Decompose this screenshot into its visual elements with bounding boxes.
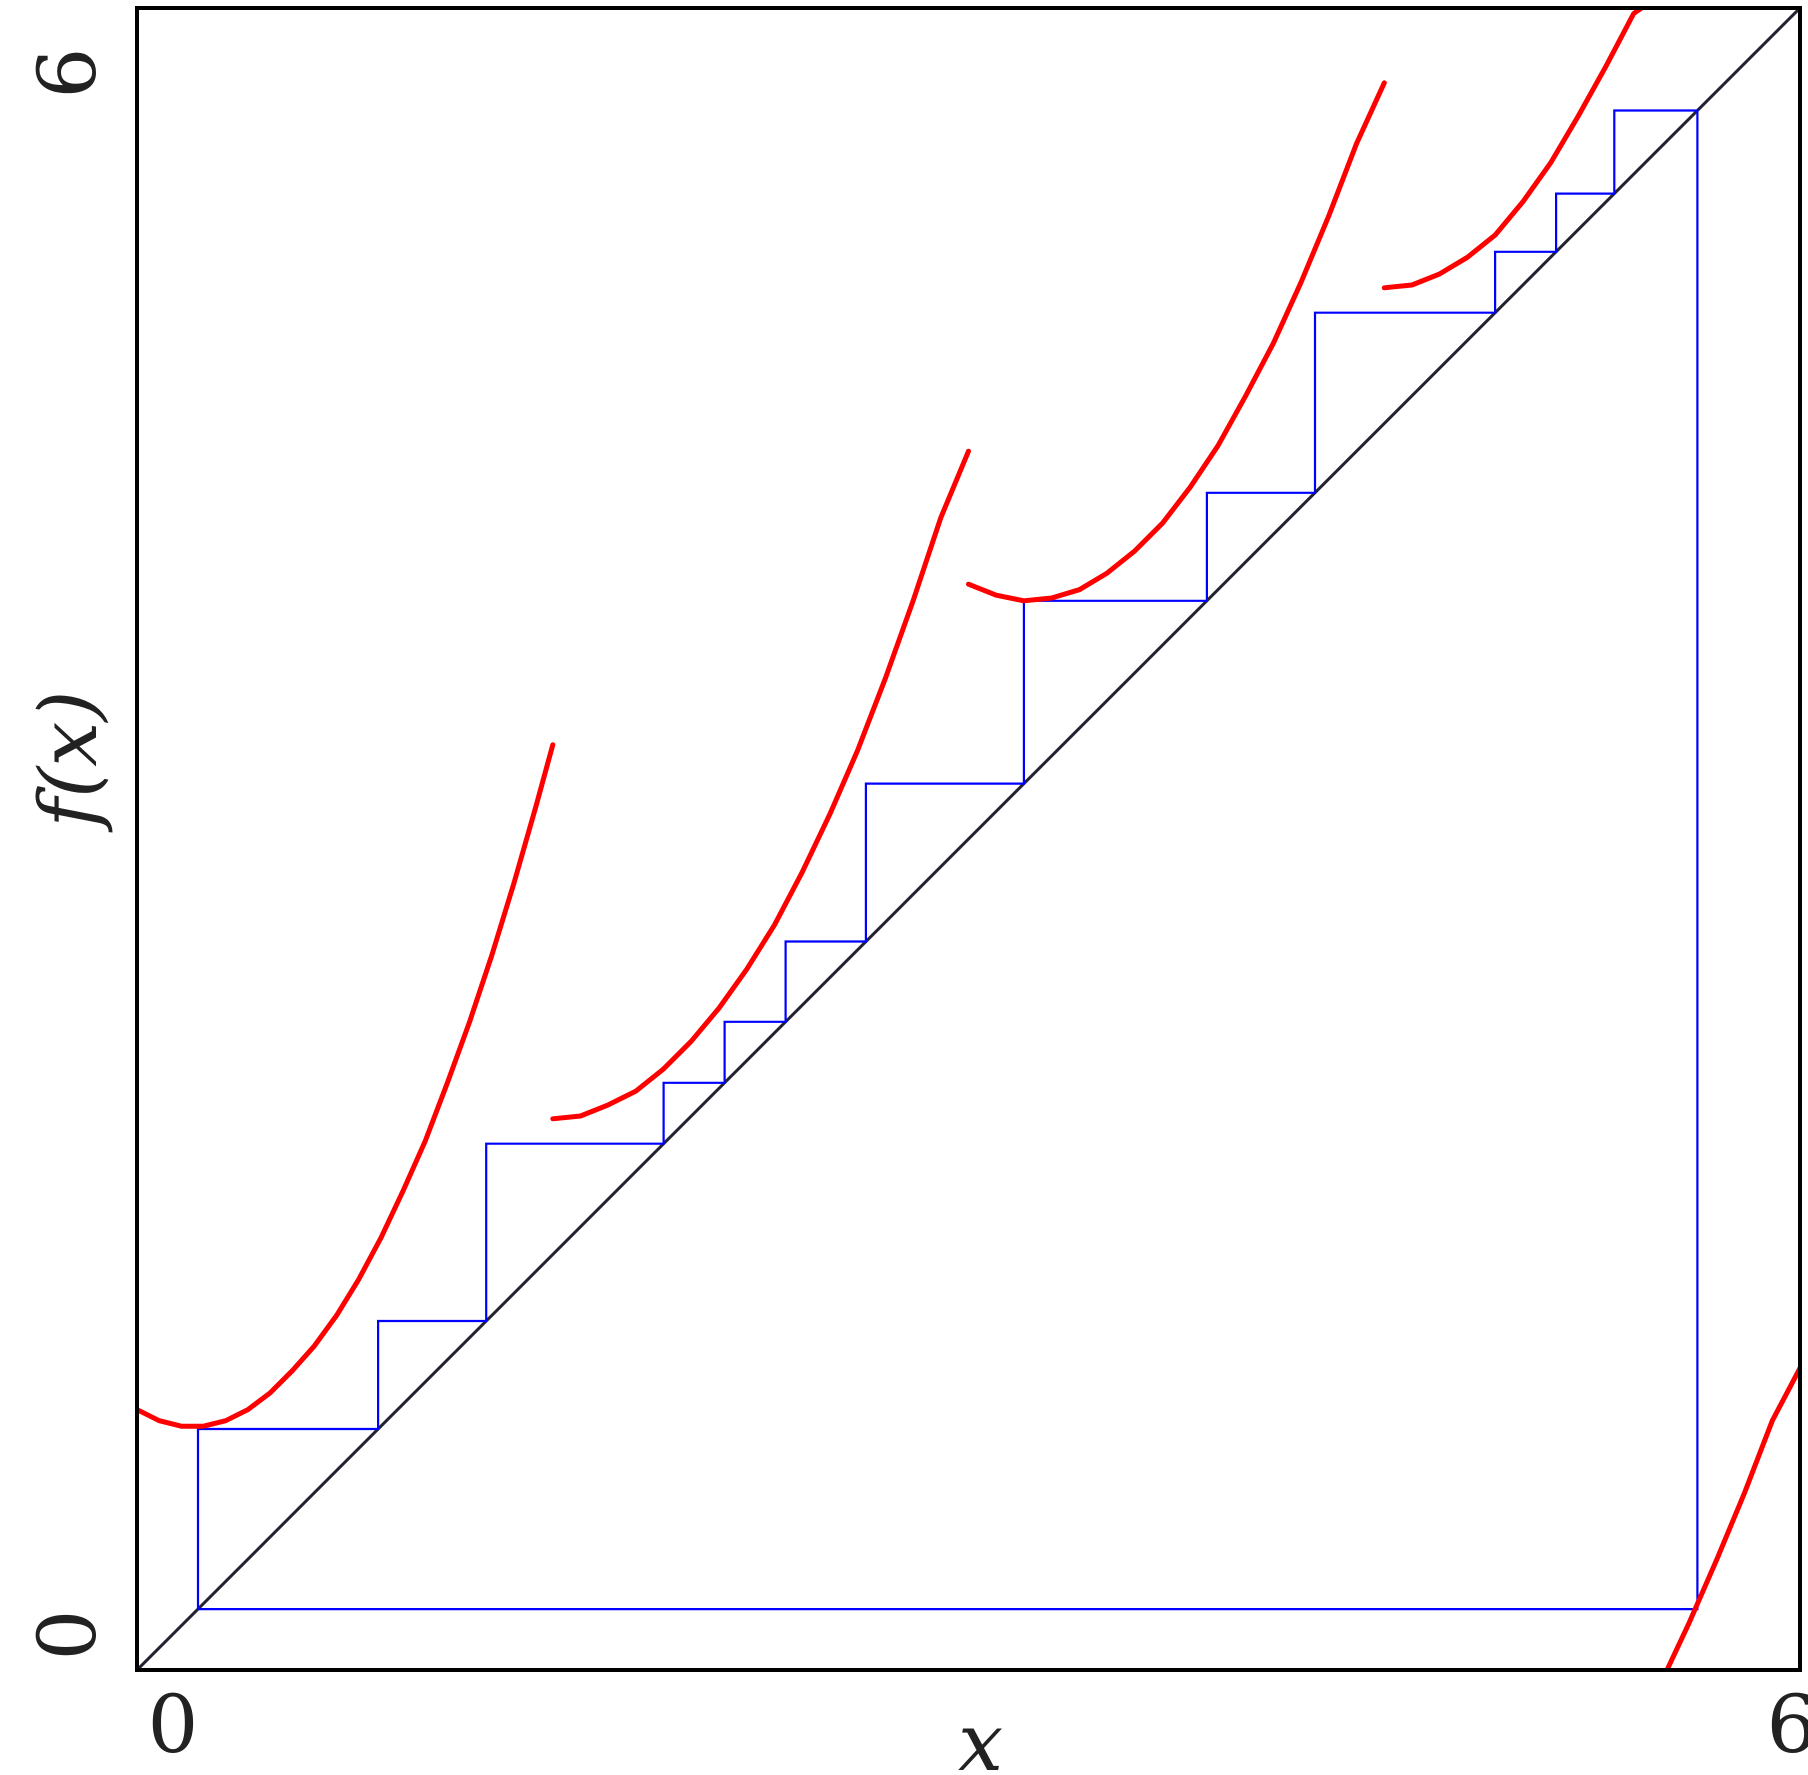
plot-content bbox=[137, 8, 1800, 1670]
map-branch-2 bbox=[550, 448, 971, 1122]
cobweb-path bbox=[196, 109, 1699, 1611]
map-branch-5 bbox=[1664, 1365, 1800, 1670]
y-tick-label-6: 6 bbox=[21, 48, 114, 99]
y-tick-label-0: 0 bbox=[21, 1610, 114, 1661]
x-tick-label-0: 0 bbox=[148, 1678, 199, 1771]
x-axis-label: x bbox=[958, 1696, 1003, 1775]
y-axis-label: f(x) bbox=[22, 690, 115, 832]
diagonal-line bbox=[137, 8, 1800, 1670]
x-tick-label-6: 6 bbox=[1767, 1678, 1808, 1771]
map-branch-4 bbox=[1381, 8, 1646, 291]
map-branch-3 bbox=[966, 80, 1387, 604]
plot-frame bbox=[135, 6, 1802, 1672]
map-branch-1 bbox=[137, 742, 556, 1429]
